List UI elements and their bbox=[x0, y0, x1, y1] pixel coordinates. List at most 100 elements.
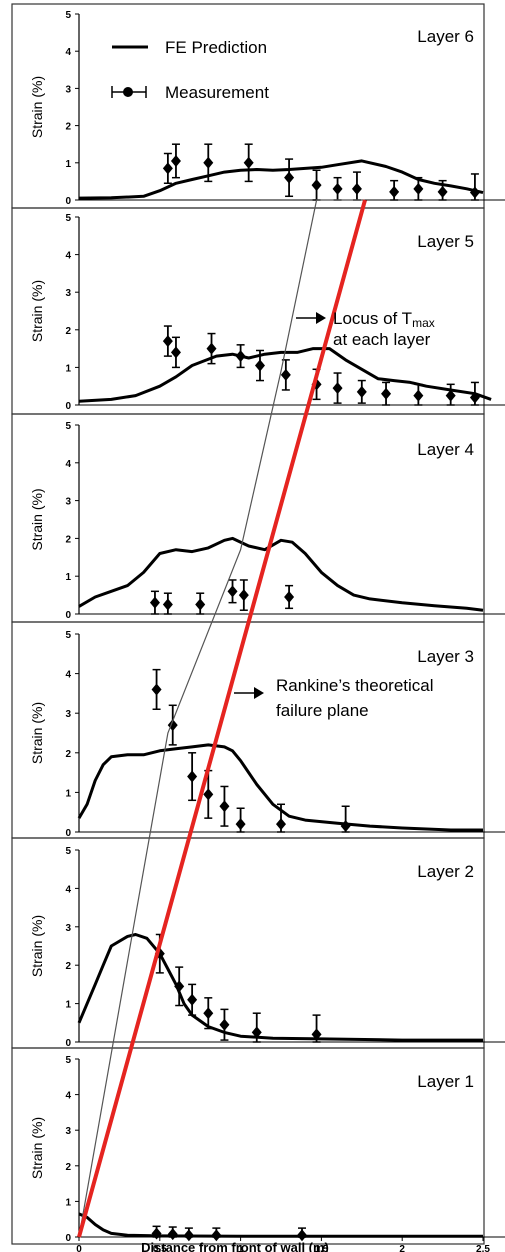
y-tick-label-layer-3-0: 0 bbox=[65, 828, 71, 839]
panel-frame-layer-3 bbox=[11, 621, 485, 839]
y-tick-label-layer-2-3: 3 bbox=[65, 923, 71, 934]
measurement-point-layer-5-5 bbox=[280, 368, 291, 381]
y-tick-label-layer-3-3: 3 bbox=[65, 709, 71, 720]
legend-fe-label: FE Prediction bbox=[165, 38, 267, 57]
measurement-point-layer-4-5 bbox=[284, 590, 295, 603]
y-tick-label-layer-3-1: 1 bbox=[65, 788, 71, 799]
measurement-point-layer-5-11 bbox=[445, 389, 456, 402]
title-layer-6: Layer 6 bbox=[417, 27, 474, 46]
y-tick-label-layer-4-5: 5 bbox=[65, 421, 71, 432]
measurement-point-layer-1-4 bbox=[297, 1229, 308, 1242]
title-layer-3: Layer 3 bbox=[417, 647, 474, 666]
measurement-point-layer-6-1 bbox=[170, 154, 181, 167]
measurement-point-layer-5-4 bbox=[254, 359, 265, 372]
y-tick-label-layer-5-2: 2 bbox=[65, 326, 71, 337]
y-tick-label-layer-2-2: 2 bbox=[65, 961, 71, 972]
measurement-point-layer-6-0 bbox=[162, 162, 173, 175]
y-tick-label-layer-5-4: 4 bbox=[65, 251, 71, 262]
measurement-point-layer-5-10 bbox=[413, 389, 424, 402]
y-tick-label-layer-6-0: 0 bbox=[65, 196, 71, 207]
measurement-point-layer-6-11 bbox=[469, 186, 480, 199]
y-tick-label-layer-1-3: 3 bbox=[65, 1126, 71, 1137]
measurement-point-layer-5-3 bbox=[235, 350, 246, 363]
panel-layer-4: 0 1 2 3 4 5 Strain (%) Layer 4 bbox=[29, 421, 505, 621]
tmax-locus-arrowhead bbox=[316, 312, 326, 324]
measurement-point-layer-5-1 bbox=[170, 346, 181, 359]
y-tick-label-layer-2-5: 5 bbox=[65, 846, 71, 857]
y-tick-label-layer-1-5: 5 bbox=[65, 1055, 71, 1066]
panel-layer-5: 0 1 2 3 4 5 Strain (%) Layer 5 bbox=[29, 213, 505, 412]
measurement-point-layer-5-7 bbox=[332, 382, 343, 395]
x-axis-label: Distance from front of wall (m) bbox=[141, 1240, 329, 1252]
panel-frame-layer-1 bbox=[11, 1047, 485, 1245]
panel-layer-6: 0 1 2 3 4 5 Strain (%) Layer 6 bbox=[29, 10, 505, 207]
y-tick-label-layer-6-4: 4 bbox=[65, 47, 71, 58]
measurement-point-layer-2-4 bbox=[219, 1018, 230, 1031]
y-axis-label-layer-4: Strain (%) bbox=[29, 488, 45, 550]
fe-prediction-line-layer-4 bbox=[78, 536, 484, 612]
y-tick-label-layer-6-3: 3 bbox=[65, 84, 71, 95]
rankine-failure-plane-line bbox=[77, 199, 367, 1238]
rankine-arrowhead bbox=[254, 687, 264, 699]
measurement-point-layer-2-3 bbox=[203, 1007, 214, 1020]
x-tick-label-2: 1 bbox=[238, 1244, 244, 1252]
measurement-point-layer-6-3 bbox=[243, 156, 254, 169]
measurement-point-layer-1-0 bbox=[151, 1227, 162, 1240]
measurement-point-layer-3-0 bbox=[151, 683, 162, 696]
y-tick-label-layer-5-0: 0 bbox=[65, 401, 71, 412]
measurement-point-layer-6-9 bbox=[413, 182, 424, 195]
rankine-text-line2: failure plane bbox=[276, 701, 369, 720]
measurement-point-layer-6-5 bbox=[311, 179, 322, 192]
rankine-text-line1: Rankine’s theoretical bbox=[276, 676, 434, 695]
x-tick-label-1: 0.5 bbox=[153, 1244, 167, 1252]
y-tick-label-layer-1-0: 0 bbox=[65, 1233, 71, 1244]
measurement-point-layer-3-4 bbox=[219, 800, 230, 813]
measurement-point-layer-5-12 bbox=[469, 391, 480, 404]
measurement-point-layer-5-2 bbox=[206, 342, 217, 355]
x-tick-label-4: 2 bbox=[399, 1244, 405, 1252]
y-tick-label-layer-6-1: 1 bbox=[65, 159, 71, 170]
title-layer-4: Layer 4 bbox=[417, 440, 474, 459]
y-tick-label-layer-5-1: 1 bbox=[65, 363, 71, 374]
measurement-point-layer-6-6 bbox=[332, 182, 343, 195]
y-axis-label-layer-6: Strain (%) bbox=[29, 76, 45, 138]
title-layer-5: Layer 5 bbox=[417, 232, 474, 251]
y-tick-label-layer-4-2: 2 bbox=[65, 534, 71, 545]
measurement-point-layer-1-1 bbox=[167, 1228, 178, 1241]
measurement-point-layer-3-2 bbox=[187, 770, 198, 783]
tmax-locus-subscript: max bbox=[412, 316, 435, 330]
panel-layer-2: 0 1 2 3 4 5 Strain (%) Layer 2 bbox=[29, 846, 505, 1049]
y-tick-label-layer-2-4: 4 bbox=[65, 884, 71, 895]
tmax-locus-line bbox=[78, 199, 365, 1238]
y-axis-label-layer-2: Strain (%) bbox=[29, 915, 45, 977]
measurement-point-layer-6-2 bbox=[203, 156, 214, 169]
measurement-point-layer-2-1 bbox=[174, 980, 185, 993]
y-tick-label-layer-1-1: 1 bbox=[65, 1197, 71, 1208]
measurement-point-layer-1-3 bbox=[211, 1229, 222, 1242]
legend-measurement-label: Measurement bbox=[165, 83, 269, 102]
title-layer-1: Layer 1 bbox=[417, 1072, 474, 1091]
measurement-point-layer-6-10 bbox=[437, 185, 448, 198]
y-tick-label-layer-1-4: 4 bbox=[65, 1091, 71, 1102]
y-tick-label-layer-4-1: 1 bbox=[65, 572, 71, 583]
measurement-point-layer-1-2 bbox=[183, 1229, 194, 1242]
y-tick-label-layer-3-2: 2 bbox=[65, 749, 71, 760]
measurement-point-layer-3-3 bbox=[203, 788, 214, 801]
y-tick-label-layer-4-3: 3 bbox=[65, 497, 71, 508]
y-tick-label-layer-2-0: 0 bbox=[65, 1038, 71, 1049]
y-tick-label-layer-4-4: 4 bbox=[65, 459, 71, 470]
legend-measurement-marker bbox=[123, 87, 133, 97]
y-tick-label-layer-4-0: 0 bbox=[65, 610, 71, 621]
measurement-point-layer-6-8 bbox=[389, 185, 400, 198]
measurement-point-layer-3-5 bbox=[235, 818, 246, 831]
y-tick-label-layer-1-2: 2 bbox=[65, 1162, 71, 1173]
y-tick-label-layer-6-5: 5 bbox=[65, 10, 71, 21]
tmax-locus-text-line2: at each layer bbox=[333, 330, 431, 349]
measurement-point-layer-4-3 bbox=[227, 585, 238, 598]
measurement-point-layer-4-2 bbox=[195, 598, 206, 611]
tmax-locus-text-line1: Locus of Tmax bbox=[333, 309, 435, 330]
measurement-point-layer-4-1 bbox=[162, 598, 173, 611]
y-axis-label-layer-3: Strain (%) bbox=[29, 702, 45, 764]
panel-layer-3: 0 1 2 3 4 5 Strain (%) Layer 3 bbox=[29, 630, 505, 839]
